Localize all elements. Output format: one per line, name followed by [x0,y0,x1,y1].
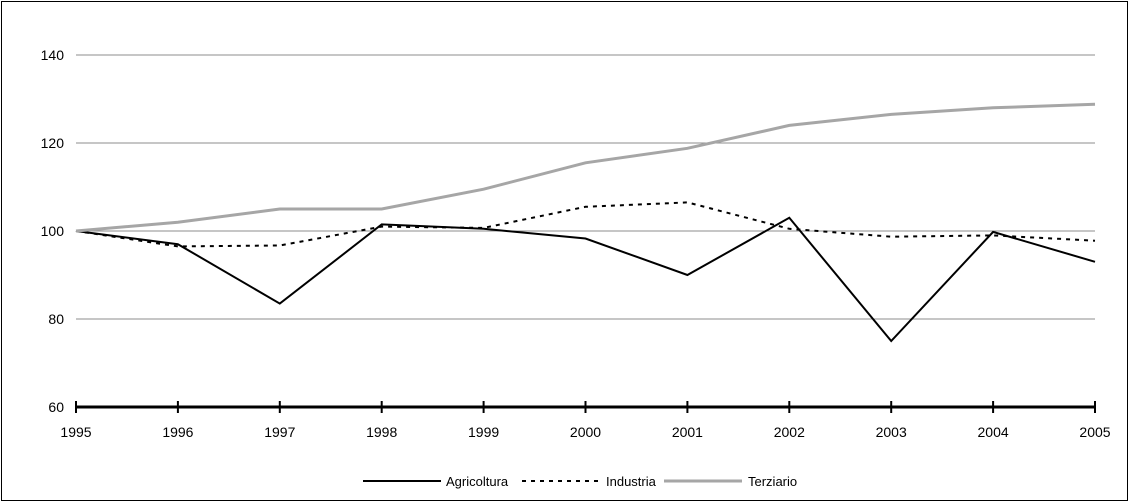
y-tick-label: 60 [48,399,64,415]
x-tick-label: 1995 [60,424,91,440]
series-lines [75,102,1096,343]
x-tick-label: 1998 [366,424,397,440]
x-axis: 1995 1996 1997 1998 1999 2000 2001 2002 2003 2004… [60,401,1111,440]
legend-label-terziario: Terziario [748,474,797,489]
x-tick-label: 2000 [570,424,601,440]
y-axis-tick-labels: 60 80 100 120 140 [41,47,65,415]
x-tick-label: 2003 [876,424,907,440]
legend: Agricoltura Industria Terziario [363,474,797,489]
series-line-terziario [75,102,1096,233]
x-tick-label: 2002 [774,424,805,440]
x-tick-label: 1999 [468,424,499,440]
legend-label-industria: Industria [606,474,657,489]
y-tick-label: 120 [41,135,65,151]
y-tick-label: 140 [41,47,65,63]
x-tick-label: 1996 [162,424,193,440]
x-tick-label: 2005 [1079,424,1110,440]
series-line-industria [75,201,1096,248]
series-line-agricoltura [75,216,1096,343]
y-tick-label: 80 [48,311,64,327]
gridlines [76,54,1095,320]
y-tick-label: 100 [41,223,65,239]
x-tick-label: 2004 [978,424,1009,440]
x-tick-label: 1997 [264,424,295,440]
legend-label-agricoltura: Agricoltura [446,474,509,489]
x-tick-label: 2001 [672,424,703,440]
